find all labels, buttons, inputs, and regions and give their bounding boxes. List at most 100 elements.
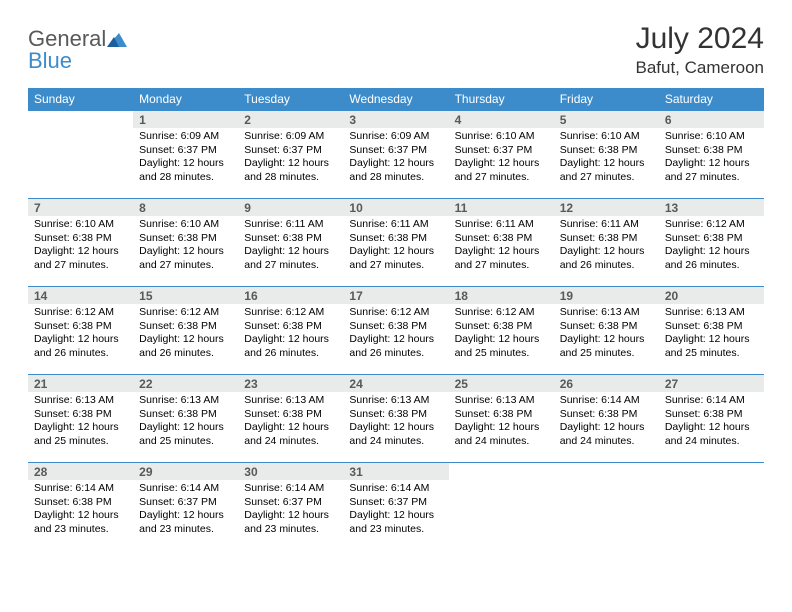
day-number: 16 (238, 286, 343, 304)
day-cell: 17 Sunrise: 6:12 AMSunset: 6:38 PMDayligh… (343, 286, 448, 374)
day-number (554, 462, 659, 480)
daylight-text: Daylight: 12 hours and 25 minutes. (34, 421, 127, 448)
day-number: 7 (28, 198, 133, 216)
day-number: 3 (343, 110, 448, 128)
sunrise-text: Sunrise: 6:12 AM (455, 306, 548, 320)
day-cell: 6Sunrise: 6:10 AMSunset: 6:38 PMDaylight… (659, 110, 764, 198)
sunrise-text: Sunrise: 6:11 AM (349, 218, 442, 232)
day-info: Sunrise: 6:13 AMSunset: 6:38 PMDaylight:… (554, 304, 659, 367)
title-block: July 2024 Bafut, Cameroon (635, 22, 764, 78)
day-number: 19 (554, 286, 659, 304)
day-info: Sunrise: 6:13 AMSunset: 6:38 PMDaylight:… (28, 392, 133, 455)
day-of-week-header: Tuesday (238, 88, 343, 110)
day-cell (449, 462, 554, 550)
sunset-text: Sunset: 6:37 PM (244, 496, 337, 510)
day-cell: 28Sunrise: 6:14 AMSunset: 6:38 PMDayligh… (28, 462, 133, 550)
day-cell: 14Sunrise: 6:12 AMSunset: 6:38 PMDayligh… (28, 286, 133, 374)
day-info: Sunrise: 6:09 AMSunset: 6:37 PMDaylight:… (343, 128, 448, 191)
sunrise-text: Sunrise: 6:11 AM (244, 218, 337, 232)
day-cell: 11Sunrise: 6:11 AMSunset: 6:38 PMDayligh… (449, 198, 554, 286)
logo-mark-icon (107, 31, 127, 47)
week-row: 21Sunrise: 6:13 AMSunset: 6:38 PMDayligh… (28, 374, 764, 462)
sunrise-text: Sunrise: 6:12 AM (244, 306, 337, 320)
sunrise-text: Sunrise: 6:12 AM (665, 218, 758, 232)
day-cell: 23Sunrise: 6:13 AMSunset: 6:38 PMDayligh… (238, 374, 343, 462)
sunrise-text: Sunrise: 6:10 AM (560, 130, 653, 144)
daylight-text: Daylight: 12 hours and 28 minutes. (244, 157, 337, 184)
day-cell: 9Sunrise: 6:11 AMSunset: 6:38 PMDaylight… (238, 198, 343, 286)
day-cell: 13Sunrise: 6:12 AMSunset: 6:38 PMDayligh… (659, 198, 764, 286)
daylight-text: Daylight: 12 hours and 23 minutes. (244, 509, 337, 536)
sunset-text: Sunset: 6:38 PM (560, 232, 653, 246)
sunset-text: Sunset: 6:37 PM (349, 496, 442, 510)
day-number: 11 (449, 198, 554, 216)
day-cell: 2Sunrise: 6:09 AMSunset: 6:37 PMDaylight… (238, 110, 343, 198)
day-cell: 5Sunrise: 6:10 AMSunset: 6:38 PMDaylight… (554, 110, 659, 198)
day-cell: 25Sunrise: 6:13 AMSunset: 6:38 PMDayligh… (449, 374, 554, 462)
day-number: 17 (343, 286, 448, 304)
day-cell: 7Sunrise: 6:10 AMSunset: 6:38 PMDaylight… (28, 198, 133, 286)
sunrise-text: Sunrise: 6:09 AM (139, 130, 232, 144)
day-number: 28 (28, 462, 133, 480)
daylight-text: Daylight: 12 hours and 27 minutes. (665, 157, 758, 184)
day-number: 22 (133, 374, 238, 392)
day-number: 10 (343, 198, 448, 216)
day-number: 23 (238, 374, 343, 392)
sunset-text: Sunset: 6:38 PM (560, 408, 653, 422)
day-cell: 3Sunrise: 6:09 AMSunset: 6:37 PMDaylight… (343, 110, 448, 198)
daylight-text: Daylight: 12 hours and 28 minutes. (139, 157, 232, 184)
day-number: 29 (133, 462, 238, 480)
sunset-text: Sunset: 6:38 PM (349, 320, 442, 334)
day-cell: 16Sunrise: 6:12 AMSunset: 6:38 PMDayligh… (238, 286, 343, 374)
daylight-text: Daylight: 12 hours and 24 minutes. (244, 421, 337, 448)
sunset-text: Sunset: 6:38 PM (244, 320, 337, 334)
daylight-text: Daylight: 12 hours and 26 minutes. (560, 245, 653, 272)
sunrise-text: Sunrise: 6:13 AM (349, 394, 442, 408)
day-cell: 15Sunrise: 6:12 AMSunset: 6:38 PMDayligh… (133, 286, 238, 374)
day-of-week-row: SundayMondayTuesdayWednesdayThursdayFrid… (28, 88, 764, 110)
day-info: Sunrise: 6:10 AMSunset: 6:37 PMDaylight:… (449, 128, 554, 191)
daylight-text: Daylight: 12 hours and 26 minutes. (139, 333, 232, 360)
sunrise-text: Sunrise: 6:12 AM (34, 306, 127, 320)
day-of-week-header: Saturday (659, 88, 764, 110)
sunset-text: Sunset: 6:38 PM (455, 320, 548, 334)
day-cell: 21Sunrise: 6:13 AMSunset: 6:38 PMDayligh… (28, 374, 133, 462)
daylight-text: Daylight: 12 hours and 26 minutes. (349, 333, 442, 360)
day-info: Sunrise: 6:10 AMSunset: 6:38 PMDaylight:… (659, 128, 764, 191)
sunrise-text: Sunrise: 6:12 AM (349, 306, 442, 320)
day-cell: 27Sunrise: 6:14 AMSunset: 6:38 PMDayligh… (659, 374, 764, 462)
sunrise-text: Sunrise: 6:13 AM (665, 306, 758, 320)
day-info: Sunrise: 6:13 AMSunset: 6:38 PMDaylight:… (659, 304, 764, 367)
sunrise-text: Sunrise: 6:11 AM (560, 218, 653, 232)
day-number: 30 (238, 462, 343, 480)
day-info: Sunrise: 6:10 AMSunset: 6:38 PMDaylight:… (133, 216, 238, 279)
sunset-text: Sunset: 6:37 PM (139, 496, 232, 510)
day-info: Sunrise: 6:10 AMSunset: 6:38 PMDaylight:… (28, 216, 133, 279)
sunset-text: Sunset: 6:37 PM (139, 144, 232, 158)
day-info: Sunrise: 6:12 AMSunset: 6:38 PMDaylight:… (238, 304, 343, 367)
day-number: 5 (554, 110, 659, 128)
day-info: Sunrise: 6:13 AMSunset: 6:38 PMDaylight:… (343, 392, 448, 455)
day-cell: 24Sunrise: 6:13 AMSunset: 6:38 PMDayligh… (343, 374, 448, 462)
sunset-text: Sunset: 6:38 PM (34, 496, 127, 510)
daylight-text: Daylight: 12 hours and 24 minutes. (665, 421, 758, 448)
day-number: 13 (659, 198, 764, 216)
day-info: Sunrise: 6:11 AMSunset: 6:38 PMDaylight:… (449, 216, 554, 279)
month-title: July 2024 (635, 22, 764, 56)
day-number: 2 (238, 110, 343, 128)
day-of-week-header: Thursday (449, 88, 554, 110)
day-info: Sunrise: 6:12 AMSunset: 6:38 PMDaylight:… (449, 304, 554, 367)
day-info: Sunrise: 6:14 AMSunset: 6:37 PMDaylight:… (343, 480, 448, 543)
week-row: 7Sunrise: 6:10 AMSunset: 6:38 PMDaylight… (28, 198, 764, 286)
sunset-text: Sunset: 6:38 PM (244, 232, 337, 246)
day-number: 20 (659, 286, 764, 304)
sunset-text: Sunset: 6:37 PM (349, 144, 442, 158)
day-info: Sunrise: 6:11 AMSunset: 6:38 PMDaylight:… (343, 216, 448, 279)
header: General Blue July 2024 Bafut, Cameroon (28, 22, 764, 78)
sunset-text: Sunset: 6:37 PM (244, 144, 337, 158)
day-number: 25 (449, 374, 554, 392)
day-cell: 30Sunrise: 6:14 AMSunset: 6:37 PMDayligh… (238, 462, 343, 550)
day-info: Sunrise: 6:14 AMSunset: 6:37 PMDaylight:… (133, 480, 238, 543)
sunrise-text: Sunrise: 6:12 AM (139, 306, 232, 320)
sunrise-text: Sunrise: 6:13 AM (34, 394, 127, 408)
